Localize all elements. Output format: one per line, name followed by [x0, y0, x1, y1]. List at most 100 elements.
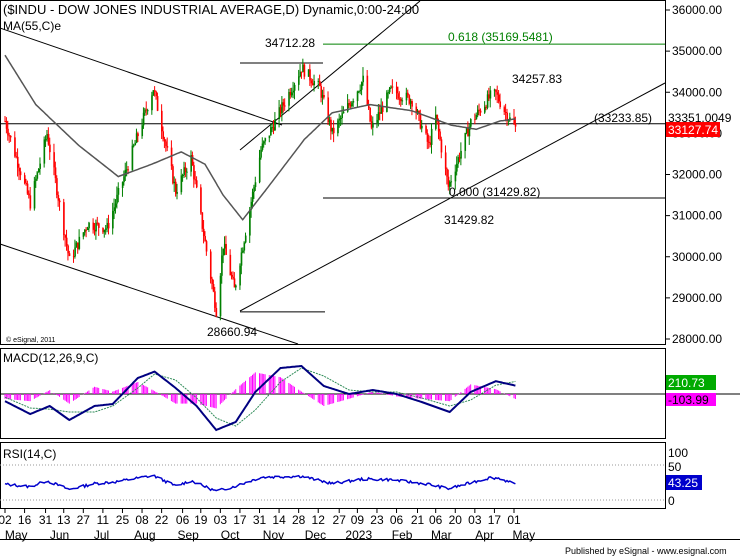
- candle-body: [430, 128, 433, 145]
- rsi-tick-100: 100: [668, 446, 688, 460]
- candle-body: [450, 181, 453, 183]
- channel-lower-line: [1, 243, 299, 344]
- candle-body: [379, 112, 381, 114]
- candle-body: [298, 76, 300, 85]
- candle-body: [340, 118, 342, 120]
- candle-body: [348, 103, 350, 105]
- candle-body: [107, 222, 110, 229]
- candle-body: [193, 165, 195, 180]
- candle-body: [260, 149, 262, 158]
- candle-body: [173, 181, 176, 184]
- candle-body: [292, 90, 295, 93]
- candle-body: [204, 236, 206, 242]
- annotation-fib0: 0.000 (31429.82): [449, 185, 540, 199]
- candle-body: [176, 192, 178, 194]
- candle-body: [135, 133, 138, 143]
- candle-body: [337, 120, 339, 134]
- candle-body: [23, 175, 26, 183]
- candle-body: [401, 100, 404, 102]
- candle-body: [15, 156, 18, 158]
- candle-body: [163, 138, 166, 142]
- candle-body: [162, 131, 165, 139]
- candle-body: [352, 101, 355, 103]
- candle-body: [456, 163, 458, 172]
- candle-body: [18, 167, 20, 172]
- candle-body: [428, 141, 430, 143]
- rsi-tick-0: 0: [668, 494, 675, 508]
- candle-body: [225, 243, 227, 255]
- candle-body: [327, 97, 330, 123]
- candle-body: [165, 141, 167, 147]
- date-tick-label: 23: [370, 513, 384, 527]
- month-label: May: [512, 528, 535, 542]
- candle-body: [436, 114, 439, 122]
- date-tick-label: 14: [272, 513, 286, 527]
- candle-body: [440, 139, 443, 153]
- candle-body: [346, 103, 349, 112]
- candle-body: [425, 125, 427, 133]
- candle-body: [58, 200, 61, 203]
- candle-body: [133, 145, 135, 147]
- candle-body: [429, 142, 432, 145]
- candle-body: [202, 228, 205, 237]
- month-label: Nov: [263, 528, 284, 542]
- date-tick-label: 08: [135, 513, 149, 527]
- candle-body: [468, 126, 471, 137]
- annotation-low-oct: 28660.94: [207, 325, 257, 339]
- candle-body: [222, 248, 225, 256]
- candle-body: [356, 91, 359, 102]
- candle-body: [28, 193, 30, 196]
- candle-body: [152, 90, 155, 96]
- candle-body: [145, 109, 148, 111]
- candle-body: [249, 209, 251, 236]
- candle-body: [4, 121, 6, 123]
- candle-body: [400, 98, 402, 102]
- candle-body: [180, 175, 183, 193]
- candle-body: [183, 167, 185, 175]
- month-label: Jun: [50, 528, 69, 542]
- candle-body: [166, 146, 169, 148]
- candle-body: [411, 101, 413, 107]
- candle-body: [72, 255, 75, 257]
- candle-body: [289, 91, 292, 96]
- candle-body: [29, 195, 32, 209]
- date-tick-label: 17: [488, 513, 502, 527]
- candle-body: [5, 121, 8, 129]
- candle-body: [242, 250, 244, 253]
- candle-body: [151, 95, 153, 111]
- candle-body: [381, 107, 384, 112]
- candle-body: [98, 223, 100, 228]
- candle-body: [16, 156, 19, 168]
- candle-body: [117, 188, 120, 195]
- candle-body: [113, 207, 116, 212]
- candle-body: [116, 194, 118, 204]
- candle-body: [408, 95, 411, 104]
- footer-credit: Published by eSignal - www.esignal.com: [565, 546, 727, 556]
- candle-body: [112, 211, 114, 229]
- candle-body: [141, 125, 144, 137]
- candle-body: [488, 94, 490, 99]
- rsi-panel: RSI(14,C) 100 50 0 43.25: [0, 446, 702, 508]
- candle-body: [302, 64, 304, 73]
- date-tick-label: 28: [292, 513, 306, 527]
- price-tick-label: 34000.00: [672, 85, 722, 99]
- date-tick-label: 20: [449, 513, 463, 527]
- last-price-text: 33127.74: [668, 123, 718, 137]
- ma-label: MA(55,C)e: [3, 19, 61, 33]
- candle-body: [68, 253, 71, 256]
- candle-body: [342, 111, 345, 114]
- candle-body: [458, 157, 461, 159]
- candle-body: [137, 133, 139, 137]
- candle-body: [123, 176, 125, 183]
- candle-body: [320, 86, 323, 98]
- candle-body: [121, 182, 124, 189]
- candle-body: [95, 222, 97, 232]
- date-axis: 02 16 31 13 27 11 25 08 22 06 19 03 17 31 14 28 12 27 09 23…: [0, 509, 535, 542]
- candle-body: [37, 168, 40, 173]
- ma-line: [4, 54, 516, 221]
- candle-body: [74, 247, 76, 257]
- date-tick-label: 27: [333, 513, 347, 527]
- rsi-value-tag: [666, 475, 702, 490]
- candle-body: [409, 101, 412, 104]
